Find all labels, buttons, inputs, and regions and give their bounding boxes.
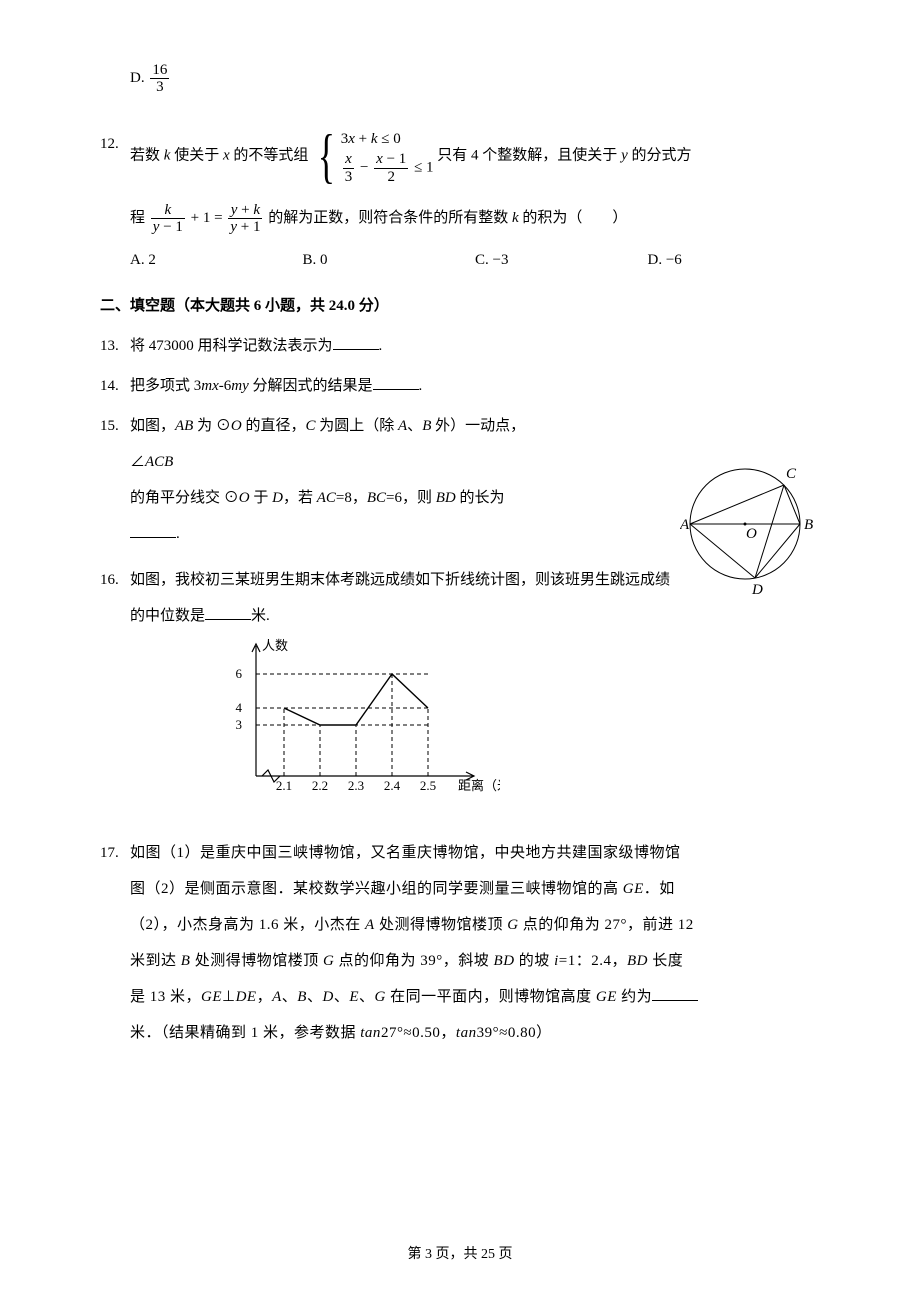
q12-opt-d: D. −6 <box>648 242 821 278</box>
q17-line5: 是 13 米，GE⊥DE，A、B、D、E、G 在同一平面内，则博物馆高度 GE … <box>130 979 820 1015</box>
section-2-title: 二、填空题（本大题共 6 小题，共 24.0 分） <box>100 288 820 324</box>
q15-number: 15. <box>100 408 130 444</box>
q12-opt-a: A. 2 <box>130 242 303 278</box>
svg-text:距离（米）: 距离（米） <box>458 778 500 793</box>
svg-text:B: B <box>804 517 813 533</box>
q13-blank <box>333 334 379 350</box>
svg-text:3: 3 <box>236 717 243 732</box>
svg-text:2.3: 2.3 <box>348 778 364 793</box>
q15-line1: 如图，AB 为 ⊙O 的直径，C 为圆上（除 A、B 外）一动点，∠ACB <box>130 408 560 480</box>
option-d-fraction: 16 3 <box>150 62 169 96</box>
q14-number: 14. <box>100 368 130 404</box>
svg-text:O: O <box>746 526 757 542</box>
q13-number: 13. <box>100 328 130 364</box>
q17-line6: 米．（结果精确到 1 米，参考数据 tan27°≈0.50，tan39°≈0.8… <box>130 1015 820 1051</box>
svg-text:A: A <box>680 517 690 533</box>
q14-blank <box>373 374 419 390</box>
inequality-system: 3x + k ≤ 0 x3 − x − 12 ≤ 1 <box>341 127 434 185</box>
q15-circle-diagram: A B C D O <box>680 454 820 604</box>
q17-blank <box>652 985 698 1001</box>
svg-text:4: 4 <box>236 700 243 715</box>
svg-text:2.5: 2.5 <box>420 778 436 793</box>
q12-number: 12. <box>100 126 130 162</box>
q15-blank <box>130 522 176 538</box>
q11-option-d: D. 16 3 <box>100 60 820 96</box>
svg-text:2.4: 2.4 <box>384 778 401 793</box>
q16-number: 16. <box>100 562 130 598</box>
question-17: 17. 如图（1）是重庆中国三峡博物馆，又名重庆博物馆，中央地方共建国家级博物馆… <box>100 835 820 1051</box>
brace-icon: { <box>318 126 335 186</box>
svg-text:D: D <box>751 582 763 598</box>
option-d-label: D. <box>130 70 145 86</box>
q17-number: 17. <box>100 835 130 871</box>
question-13: 13. 将 473000 用科学记数法表示为. <box>100 328 820 364</box>
q12-options: A. 2 B. 0 C. −3 D. −6 <box>130 242 820 278</box>
q16-line-chart: 3 4 6 2.1 2.2 2.3 2.4 2.5 人数距离（米） <box>200 636 500 811</box>
q16-blank <box>205 604 251 620</box>
q12-line2: 程 ky − 1 + 1 = y + ky + 1 的解为正数，则符合条件的所有… <box>130 200 820 236</box>
q12-line1: 若数 k 使关于 x 的不等式组 { 3x + k ≤ 0 x3 − x − 1… <box>130 126 820 186</box>
q17-line4: 米到达 B 处测得博物馆楼顶 G 点的仰角为 39°，斜坡 BD 的坡 i=1：… <box>130 943 820 979</box>
question-12: 12. 若数 k 使关于 x 的不等式组 { 3x + k ≤ 0 x3 − x… <box>100 126 820 278</box>
q17-line3: （2），小杰身高为 1.6 米，小杰在 A 处测得博物馆楼顶 G 点的仰角为 2… <box>130 907 820 943</box>
page-footer: 第 3 页，共 25 页 <box>0 1238 920 1272</box>
svg-text:2.1: 2.1 <box>276 778 292 793</box>
question-14: 14. 把多项式 3mx-6my 分解因式的结果是. <box>100 368 820 404</box>
q15-line3: . <box>130 516 560 552</box>
svg-text:C: C <box>786 466 797 482</box>
q17-line2: 图（2）是侧面示意图．某校数学兴趣小组的同学要测量三峡博物馆的高 GE．如 <box>130 871 820 907</box>
q17-line1: 如图（1）是重庆中国三峡博物馆，又名重庆博物馆，中央地方共建国家级博物馆 <box>130 835 820 871</box>
svg-text:6: 6 <box>236 666 243 681</box>
q12-opt-b: B. 0 <box>303 242 476 278</box>
svg-text:2.2: 2.2 <box>312 778 328 793</box>
q12-opt-c: C. −3 <box>475 242 648 278</box>
q15-line2: 的角平分线交 ⊙O 于 D，若 AC=8，BC=6，则 BD 的长为 <box>130 480 560 516</box>
svg-text:人数: 人数 <box>262 638 288 653</box>
